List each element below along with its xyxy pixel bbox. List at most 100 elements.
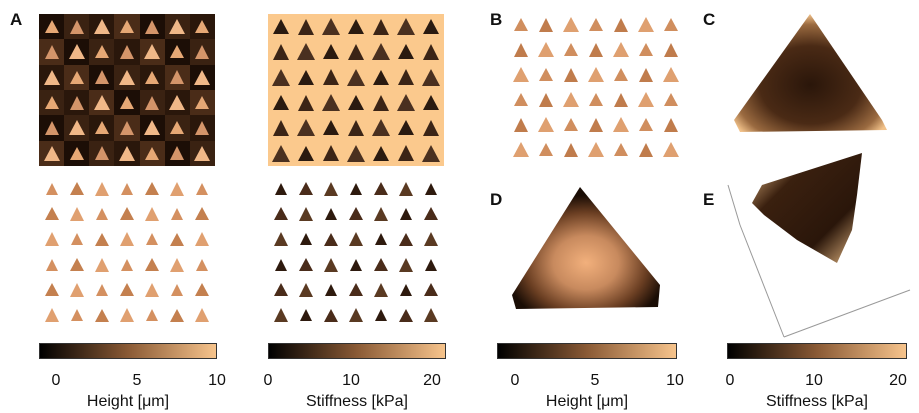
triangle-pattern: [398, 69, 415, 86]
array-cell: [583, 12, 608, 37]
array-cell: [293, 90, 318, 115]
triangle-pattern: [68, 120, 85, 136]
triangle-pattern: [145, 19, 160, 34]
triangle-pattern: [613, 42, 630, 57]
array-cell: [190, 227, 215, 252]
array-cell: [533, 87, 558, 112]
panel-label-d: D: [490, 190, 503, 209]
colorbar-tick-label: 20: [889, 372, 907, 389]
triangle-pattern: [196, 182, 209, 195]
triangle-pattern: [94, 232, 109, 246]
array-cell: [609, 137, 634, 162]
triangle-pattern: [538, 17, 553, 32]
array-cell: [343, 39, 368, 64]
array-cell: [318, 303, 343, 328]
array-cell: [39, 176, 64, 201]
array-cell: [318, 39, 343, 64]
aligned-height-array: [508, 12, 684, 162]
array-cell: [165, 176, 190, 201]
triangle-pattern: [119, 20, 134, 34]
triangle-pattern: [69, 206, 84, 221]
triangle-pattern: [195, 44, 210, 59]
triangle-pattern: [638, 17, 655, 32]
triangle-pattern: [69, 146, 84, 160]
triangle-pattern: [323, 308, 338, 322]
array-cell: [343, 277, 368, 302]
triangle-pattern: [346, 144, 365, 162]
array-cell: [318, 277, 343, 302]
array-cell: [114, 201, 139, 226]
array-cell: [293, 277, 318, 302]
array-cell: [634, 112, 659, 137]
triangle-pattern: [170, 121, 185, 135]
array-cell: [268, 141, 293, 166]
raw-height-array: [39, 14, 215, 166]
triangle-pattern: [614, 143, 629, 156]
array-cell: [558, 87, 583, 112]
triangle-pattern: [348, 207, 363, 221]
triangle-pattern: [119, 232, 134, 247]
array-cell: [165, 227, 190, 252]
triangle-pattern: [297, 18, 314, 35]
triangle-pattern: [44, 96, 59, 110]
array-cell: [634, 87, 659, 112]
triangle-pattern: [614, 68, 629, 81]
triangle-pattern: [274, 182, 287, 195]
triangle-pattern: [324, 207, 337, 220]
triangle-pattern: [271, 68, 290, 86]
array-cell: [114, 303, 139, 328]
triangle-pattern: [424, 232, 439, 247]
triangle-pattern: [323, 257, 338, 272]
triangle-pattern: [45, 182, 58, 195]
colorbar-tick-label: 0: [725, 372, 735, 389]
array-cell: [343, 115, 368, 140]
array-cell: [318, 176, 343, 201]
array-cell: [89, 303, 114, 328]
triangle-pattern: [424, 308, 439, 323]
triangle-pattern: [562, 17, 579, 32]
triangle-pattern: [145, 95, 160, 110]
triangle-pattern: [664, 117, 679, 132]
colorbar-label: Height [μm]: [545, 393, 629, 410]
triangle-pattern: [94, 70, 109, 85]
array-cell: [369, 303, 394, 328]
triangle-pattern: [195, 96, 210, 110]
array-cell: [394, 201, 419, 226]
array-cell: [369, 277, 394, 302]
array-cell: [268, 39, 293, 64]
triangle-pattern: [195, 207, 210, 221]
triangle-pattern: [296, 119, 315, 137]
triangle-pattern: [69, 70, 84, 84]
triangle-pattern: [195, 120, 210, 135]
triangle-pattern: [43, 69, 60, 85]
array-cell: [343, 201, 368, 226]
triangle-pattern: [144, 44, 161, 60]
triangle-pattern: [95, 283, 108, 296]
triangle-pattern: [196, 258, 209, 271]
array-cell: [268, 227, 293, 252]
triangle-pattern: [348, 308, 363, 323]
triangle-pattern: [119, 283, 134, 297]
processed-stiffness-array: [268, 176, 444, 328]
array-cell: [164, 140, 190, 166]
triangle-pattern: [614, 92, 629, 107]
array-cell: [583, 37, 608, 62]
triangle-pattern: [95, 207, 108, 220]
array-cell: [583, 87, 608, 112]
triangle-pattern: [146, 309, 159, 322]
triangle-pattern: [321, 94, 340, 112]
triangle-pattern: [94, 308, 109, 322]
array-cell: [89, 115, 115, 141]
triangle-pattern: [399, 181, 414, 196]
array-cell: [394, 303, 419, 328]
array-cell: [343, 65, 368, 90]
array-cell: [659, 12, 684, 37]
triangle-pattern: [68, 44, 85, 60]
array-cell: [508, 87, 533, 112]
triangle-pattern: [321, 18, 340, 36]
triangle-pattern: [298, 182, 313, 196]
array-cell: [139, 39, 165, 65]
array-cell: [89, 252, 114, 277]
array-cell: [609, 112, 634, 137]
triangle-pattern: [94, 121, 109, 135]
